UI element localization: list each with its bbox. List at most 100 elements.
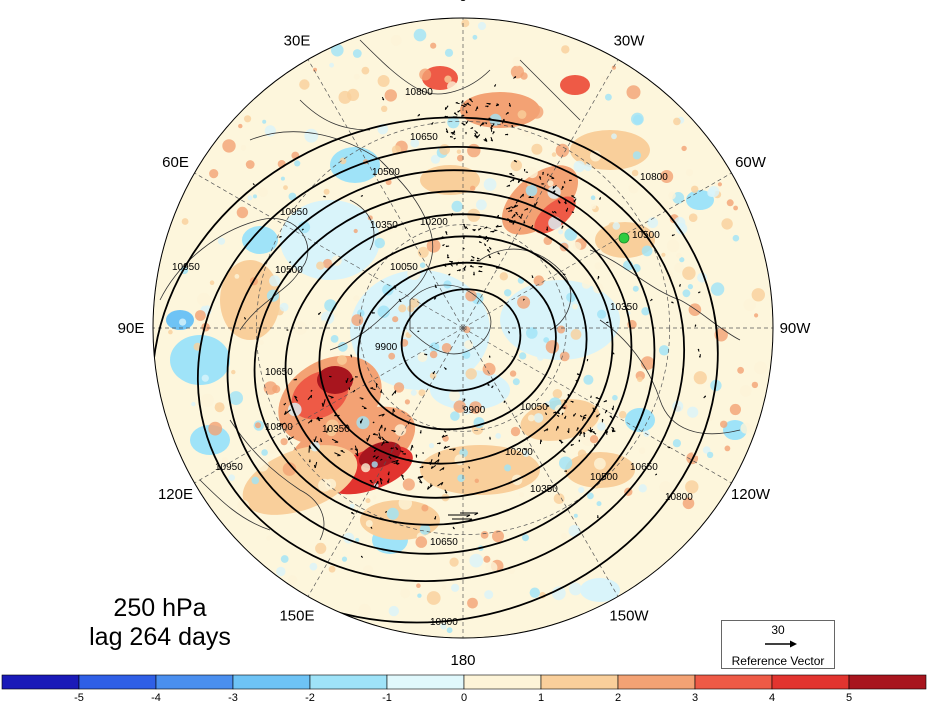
wind-vector-head	[585, 414, 587, 417]
shading-speck	[482, 362, 496, 376]
contour-label: 10200	[420, 217, 448, 228]
title-lag: lag 264 days	[89, 623, 231, 651]
shading-speck	[441, 343, 452, 353]
shading-speck	[353, 295, 360, 302]
shading-speck	[384, 89, 397, 102]
wind-vector-head	[463, 105, 466, 108]
shading-speck	[263, 381, 278, 395]
wind-vector-head	[327, 427, 330, 431]
shading-speck	[388, 352, 396, 360]
wind-vector-head	[309, 445, 312, 450]
shading-speck	[647, 217, 659, 229]
shading-speck	[410, 138, 420, 148]
wind-vector-head	[565, 470, 568, 473]
shading-speck	[679, 257, 685, 263]
contour-label: 10500	[372, 167, 400, 178]
wind-vector-head	[558, 202, 561, 204]
contour-label: 10650	[430, 537, 458, 548]
shading-speck	[706, 451, 714, 459]
shading-speck	[247, 195, 253, 201]
shading-speck	[251, 476, 260, 485]
shading-speck	[618, 410, 627, 419]
shading-blob	[570, 130, 650, 170]
shading-speck	[352, 49, 362, 58]
shading-speck	[269, 275, 281, 287]
wind-vector-head	[465, 111, 468, 114]
map-disk: 10800 10650 10500 10350 10200 10050 9900 9900 10…	[153, 18, 838, 638]
wind-vector-head	[470, 259, 473, 262]
shading-blob	[560, 75, 590, 95]
shading-speck	[355, 537, 360, 543]
shading-speck	[276, 566, 286, 577]
wind-vector-head	[485, 226, 488, 229]
wind-vector-head	[478, 228, 480, 231]
shading-speck	[407, 322, 422, 336]
shading-speck	[444, 75, 452, 83]
contour-label: 10800	[405, 87, 433, 98]
wind-vector-head	[598, 275, 600, 278]
wind-vector-head	[488, 103, 491, 105]
wind-vector-head	[320, 440, 323, 443]
shading-speck	[581, 279, 591, 289]
longitude-labels: 0 30W 60W 90W 120W 150W 180 150E 120E 90E 60E 30E	[118, 0, 812, 669]
wind-vector-head	[445, 230, 448, 233]
shading-speck	[600, 76, 609, 84]
wind-vector-head	[355, 452, 359, 457]
shading-speck	[729, 403, 742, 416]
shading-speck	[404, 399, 410, 405]
shading-speck	[641, 245, 653, 257]
wind-vector-head	[562, 273, 565, 275]
shading-speck	[717, 182, 723, 187]
coastline	[349, 199, 375, 251]
wind-vector-head	[483, 123, 485, 125]
shading-speck	[181, 218, 189, 225]
wind-vector-head	[369, 479, 372, 482]
shading-blob	[220, 260, 280, 340]
wind-vector-head	[321, 402, 324, 407]
wind-vector-head	[417, 330, 419, 332]
shading-speck	[675, 223, 688, 235]
wind-vector-head	[447, 256, 450, 259]
wind-vector-head	[528, 195, 532, 198]
wind-vector-head	[330, 397, 334, 399]
contour-label: 10800	[430, 617, 458, 628]
wind-vector-head	[443, 445, 447, 449]
wind-vector-head	[420, 475, 424, 479]
longitude-label: 60E	[162, 154, 189, 171]
shading-speck	[214, 402, 225, 413]
shading-speck	[545, 340, 560, 354]
contour-label: 10650	[630, 462, 658, 473]
shading-speck	[517, 110, 527, 119]
shading-speck	[687, 284, 694, 290]
wind-vector-head	[395, 462, 399, 465]
shading-speck	[531, 143, 543, 155]
shading-speck	[469, 553, 484, 568]
longitude-label: 90E	[118, 320, 145, 337]
colorbar-tick-label: -1	[382, 692, 392, 702]
shading-speck	[596, 501, 602, 507]
shading-speck	[453, 400, 466, 413]
wind-vector-head	[474, 512, 479, 516]
shading-speck	[553, 493, 565, 504]
wind-vector-head	[287, 437, 291, 441]
wind-vector-head	[542, 171, 545, 174]
shading-speck	[208, 421, 223, 436]
wind-vector-head	[469, 98, 472, 100]
shading-speck	[559, 456, 573, 470]
wind-vector-head	[480, 266, 483, 268]
wind-vector-head	[568, 179, 571, 182]
wind-vector-head	[596, 516, 599, 519]
wind-vector-head	[434, 286, 437, 289]
contour-label: 10800	[665, 492, 693, 503]
meridian-line	[194, 172, 464, 329]
shading-speck	[674, 262, 685, 273]
shading-speck	[388, 605, 399, 617]
contour-label: 10650	[410, 132, 438, 143]
shading-speck	[597, 422, 606, 431]
shading-speck	[510, 297, 519, 306]
colorbar-segment	[771, 674, 850, 690]
shading-speck	[512, 56, 522, 67]
contour-label: 10650	[810, 177, 838, 188]
shading-speck	[655, 372, 664, 380]
wind-vector-head	[469, 265, 473, 267]
